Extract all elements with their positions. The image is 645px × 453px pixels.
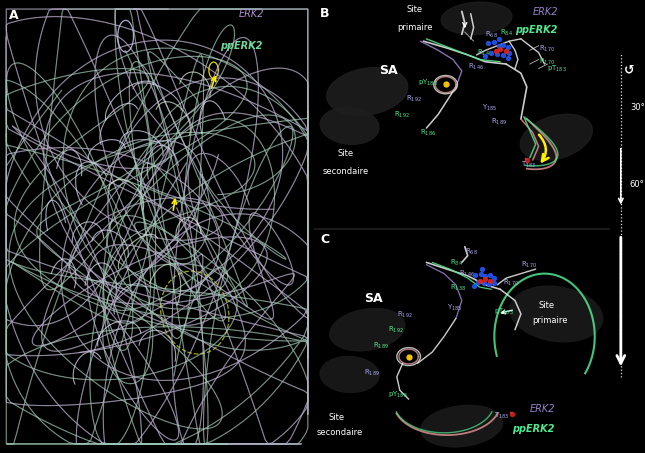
Text: SA: SA	[364, 292, 383, 304]
Text: B: B	[320, 7, 330, 20]
Text: A: A	[10, 9, 19, 22]
Text: ERK2: ERK2	[239, 9, 264, 19]
Text: ERK2: ERK2	[533, 7, 558, 17]
Text: 30°: 30°	[630, 103, 645, 112]
Text: pT$_{183}$: pT$_{183}$	[494, 307, 514, 318]
Text: R$_{68}$: R$_{68}$	[465, 247, 478, 257]
Text: 60°: 60°	[629, 180, 644, 189]
Text: R$_{170}$: R$_{170}$	[521, 260, 537, 270]
Text: primaire: primaire	[533, 316, 568, 325]
Text: ppERK2: ppERK2	[512, 424, 555, 434]
Text: secondaire: secondaire	[317, 429, 363, 437]
Text: pY$_{185}$: pY$_{185}$	[388, 390, 408, 400]
Text: Site: Site	[539, 300, 555, 309]
Text: R$_{146}$: R$_{146}$	[468, 62, 484, 72]
Text: C: C	[320, 233, 329, 246]
Text: R$_{192}$: R$_{192}$	[406, 94, 421, 104]
Polygon shape	[510, 286, 602, 342]
Text: R$_{192}$: R$_{192}$	[394, 110, 410, 120]
Text: Site: Site	[406, 5, 422, 14]
Text: Y$_{185}$: Y$_{185}$	[482, 103, 498, 113]
Text: T$_{183}$: T$_{183}$	[494, 410, 510, 420]
Text: primaire: primaire	[397, 23, 432, 32]
Polygon shape	[330, 308, 405, 351]
Text: Y$_{185}$: Y$_{185}$	[447, 303, 462, 313]
Polygon shape	[327, 67, 408, 116]
Text: T$_{183}$: T$_{183}$	[521, 160, 536, 170]
Text: R$_{189}$: R$_{189}$	[491, 117, 507, 127]
Polygon shape	[521, 114, 592, 160]
Polygon shape	[320, 107, 379, 145]
Text: R$_{84}$: R$_{84}$	[501, 28, 513, 38]
Text: ERK2: ERK2	[530, 404, 555, 414]
Text: R$_{189}$: R$_{189}$	[364, 368, 380, 378]
Text: R$_{84}$: R$_{84}$	[450, 258, 463, 268]
Text: R$_{146}$: R$_{146}$	[477, 48, 493, 58]
Text: R$_{138}$: R$_{138}$	[450, 283, 466, 293]
Text: R$_{189}$: R$_{189}$	[373, 341, 389, 351]
Text: R$_{146}$: R$_{146}$	[459, 269, 475, 280]
Text: R$_{192}$: R$_{192}$	[388, 325, 404, 335]
Text: pY$_{183}$: pY$_{183}$	[417, 78, 437, 88]
Text: R$_{170}$: R$_{170}$	[539, 43, 555, 53]
Text: SA: SA	[379, 64, 398, 77]
Text: ↺: ↺	[624, 63, 634, 77]
Text: R$_{192}$: R$_{192}$	[397, 309, 413, 320]
Text: ppERK2: ppERK2	[515, 25, 557, 35]
Text: R$_{186}$: R$_{186}$	[421, 128, 437, 138]
Text: R$_{68}$: R$_{68}$	[486, 30, 499, 40]
Text: secondaire: secondaire	[323, 167, 369, 176]
Text: Site: Site	[338, 149, 354, 158]
Text: pT$_{183}$: pT$_{183}$	[548, 64, 567, 74]
Text: R$_{170}$: R$_{170}$	[503, 278, 519, 288]
Polygon shape	[320, 357, 379, 392]
Polygon shape	[441, 2, 512, 34]
Polygon shape	[421, 405, 502, 447]
Text: Site: Site	[329, 413, 345, 422]
Text: ppERK2: ppERK2	[220, 41, 263, 51]
Text: R$_{170}$: R$_{170}$	[539, 57, 555, 67]
